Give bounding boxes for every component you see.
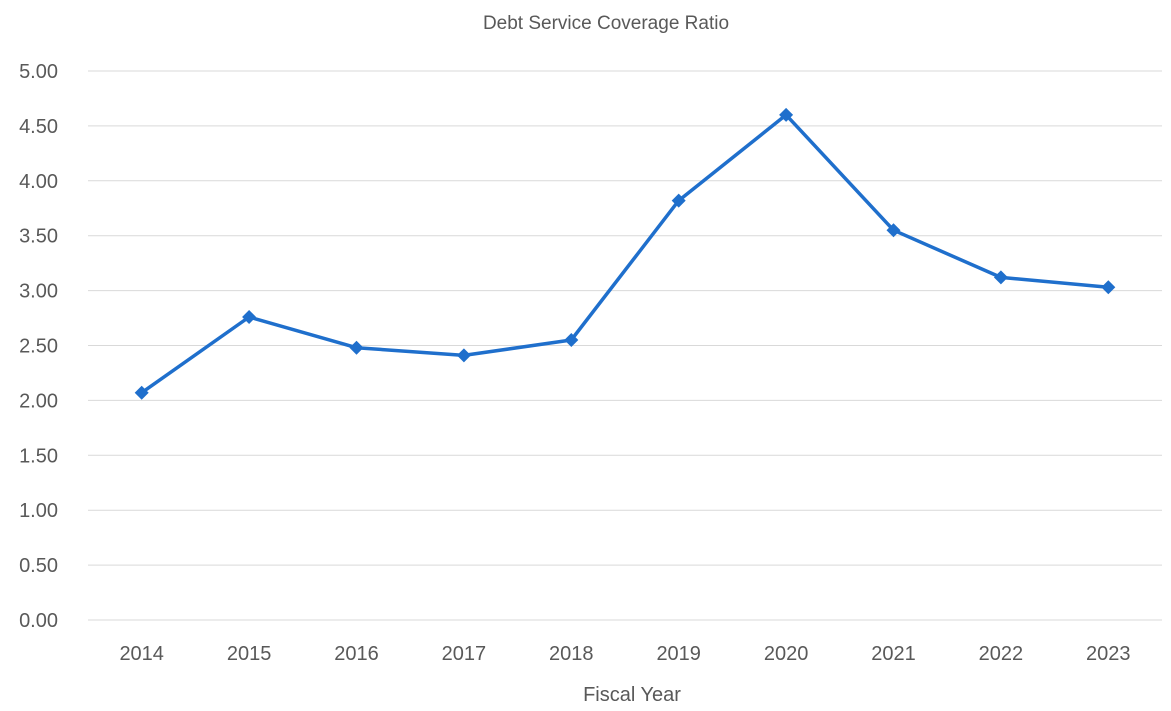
data-point-marker <box>671 193 686 208</box>
x-tick-label: 2019 <box>656 643 701 665</box>
data-point-marker <box>779 107 794 122</box>
data-point-marker <box>242 309 257 324</box>
data-point-marker <box>456 348 471 363</box>
x-tick-label: 2018 <box>549 643 594 665</box>
y-tick-label: 5.00 <box>19 61 58 83</box>
x-tick-label: 2017 <box>442 643 487 665</box>
x-tick-label: 2015 <box>227 643 272 665</box>
y-tick-label: 1.50 <box>19 445 58 467</box>
data-point-marker <box>564 333 579 348</box>
x-tick-label: 2023 <box>1086 643 1131 665</box>
data-point-marker <box>1101 280 1116 295</box>
y-tick-label: 2.50 <box>19 336 58 358</box>
x-tick-label: 2021 <box>871 643 916 665</box>
chart-title: Debt Service Coverage Ratio <box>483 13 729 34</box>
data-point-marker <box>349 340 364 355</box>
x-tick-label: 2022 <box>979 643 1024 665</box>
y-tick-label: 0.50 <box>19 555 58 577</box>
series-line <box>139 113 1111 395</box>
series-layer <box>134 107 1116 400</box>
y-tick-label: 3.00 <box>19 281 58 303</box>
data-point-marker <box>886 223 901 238</box>
x-axis-title: Fiscal Year <box>583 684 681 706</box>
gridlines <box>88 70 1162 621</box>
x-tick-label: 2020 <box>764 643 809 665</box>
y-tick-label: 4.00 <box>19 171 58 193</box>
x-tick-label: 2014 <box>119 643 164 665</box>
x-axis-ticks: 2014 2015 2016 2017 2018 2019 2020 2021 2022 2023 <box>119 643 1130 665</box>
data-point-marker <box>134 385 149 400</box>
y-tick-label: 0.00 <box>19 610 58 632</box>
y-tick-label: 3.50 <box>19 226 58 248</box>
y-tick-label: 4.50 <box>19 116 58 138</box>
data-point-marker <box>993 270 1008 285</box>
x-tick-label: 2016 <box>334 643 379 665</box>
y-tick-label: 1.00 <box>19 500 58 522</box>
y-tick-label: 2.00 <box>19 390 58 412</box>
y-axis-ticks: 0.00 0.50 1.00 1.50 2.00 2.50 3.00 3.50 4.00 4.50… <box>19 61 58 632</box>
